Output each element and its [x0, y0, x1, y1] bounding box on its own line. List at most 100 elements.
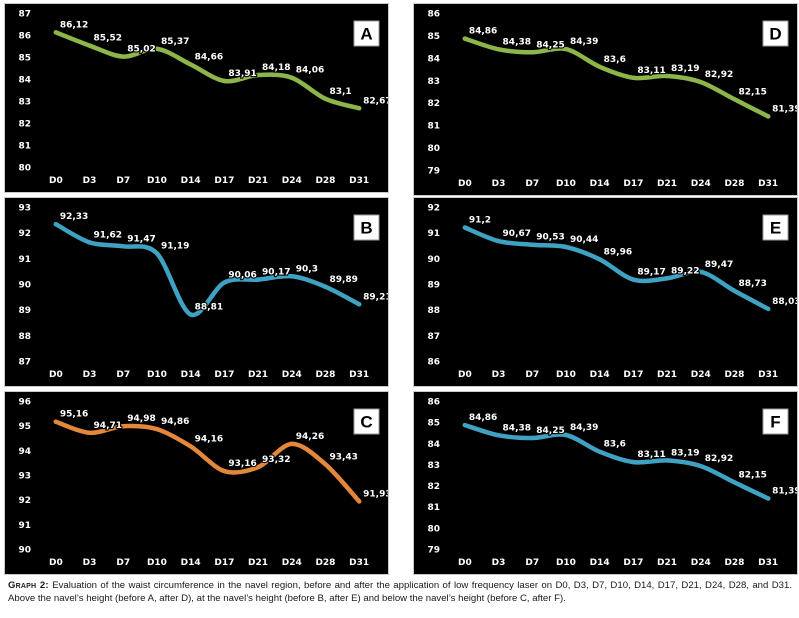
- y-tick-label: 84: [427, 440, 440, 450]
- x-tick-label: D3: [492, 179, 506, 189]
- series-line: [53, 221, 362, 317]
- data-label: 93,16: [228, 459, 256, 469]
- data-label: 85,02: [127, 45, 155, 55]
- x-tick-label: D31: [349, 176, 369, 186]
- data-label: 82,15: [738, 87, 766, 97]
- data-point: [496, 433, 501, 438]
- x-tick-label: D24: [691, 370, 711, 380]
- data-label: 84,06: [296, 66, 324, 76]
- chart-panel-b: 87 88 89 90 91 92 93 D0 D3 D7 D10 D14 D17 D21 D24 D28 D3…: [4, 197, 389, 387]
- x-tick-label: D28: [724, 558, 744, 568]
- x-tick-label: D3: [492, 370, 506, 380]
- x-tick-label: D14: [590, 370, 610, 380]
- x-tick-label: D7: [525, 558, 539, 568]
- y-tick-label: 88: [427, 306, 440, 316]
- y-tick-label: 91: [18, 521, 31, 531]
- y-tick-label: 86: [427, 10, 440, 20]
- data-label: 83,91: [228, 69, 256, 79]
- panel-letter: D: [769, 25, 781, 44]
- data-label: 83,11: [637, 450, 665, 460]
- data-point: [323, 462, 328, 467]
- data-point: [289, 75, 294, 80]
- data-label: 90,53: [536, 233, 564, 243]
- data-label: 84,25: [536, 40, 564, 50]
- data-point: [563, 432, 569, 438]
- x-tick-label: D10: [147, 176, 167, 186]
- data-point: [698, 463, 703, 469]
- x-tick-label: D28: [315, 558, 335, 568]
- data-label: 83,6: [604, 440, 626, 450]
- data-point: [121, 244, 126, 249]
- x-tick-label: D17: [214, 558, 234, 568]
- data-point: [496, 238, 501, 244]
- data-point: [664, 276, 670, 281]
- data-label: 81,39: [772, 486, 797, 496]
- y-tick-label: 96: [18, 398, 31, 408]
- data-label: 84,66: [195, 52, 223, 62]
- chart-f: 79 80 81 82 83 84 85 86 D0 D3 D7 D10 D14 D17 D21 D24 D28…: [427, 398, 797, 569]
- x-tick-label: D17: [214, 176, 234, 186]
- chart-d: 79 80 81 82 83 84 85 86 D0 D3 D7 D10 D14 D17 D21 D24 D28…: [427, 10, 797, 190]
- data-label: 93,43: [329, 452, 357, 462]
- y-tick-label: 85: [18, 54, 31, 64]
- x-tick-label: D17: [623, 370, 643, 380]
- data-label: 94,98: [127, 414, 155, 424]
- data-point: [698, 269, 703, 275]
- panel-letter: A: [360, 25, 372, 44]
- data-point: [222, 280, 227, 285]
- x-tick-label: D31: [758, 179, 778, 189]
- x-tick-label: D3: [83, 370, 97, 380]
- data-label: 84,38: [503, 423, 531, 433]
- data-label: 83,19: [671, 448, 699, 458]
- data-point: [121, 423, 126, 429]
- x-tick-label: D21: [248, 176, 268, 186]
- data-point: [154, 251, 160, 256]
- panel-letter-box: [762, 408, 789, 435]
- x-tick-label: D7: [116, 176, 130, 186]
- data-point: [765, 114, 771, 119]
- data-label: 82,15: [738, 470, 766, 480]
- y-tick-label: 83: [427, 461, 440, 471]
- x-tick-label: D0: [49, 558, 63, 568]
- data-label: 81,39: [772, 104, 797, 114]
- x-tick-label: D10: [556, 558, 576, 568]
- x-tick-label: D3: [83, 176, 97, 186]
- x-tick-label: D21: [657, 370, 677, 380]
- x-tick-label: D21: [248, 558, 268, 568]
- data-label: 85,52: [94, 34, 122, 44]
- data-label: 95,16: [60, 410, 88, 420]
- x-tick-label: D17: [623, 179, 643, 189]
- y-tick-label: 90: [18, 281, 31, 291]
- data-label: 89,17: [637, 268, 665, 278]
- y-tick-label: 94: [18, 447, 31, 457]
- data-label: 91,47: [127, 234, 155, 244]
- data-label: 83,1: [329, 87, 351, 97]
- data-label: 84,39: [570, 423, 598, 433]
- data-label: 94,16: [195, 434, 223, 444]
- data-label: 84,86: [469, 27, 497, 37]
- data-point: [356, 499, 362, 504]
- data-point: [631, 459, 636, 465]
- x-tick-label: D24: [691, 558, 711, 568]
- panel-letter-box: [353, 408, 380, 435]
- data-label: 86,12: [60, 20, 88, 30]
- x-tick-label: D3: [83, 558, 97, 568]
- data-point: [530, 435, 535, 441]
- panel-letter: B: [360, 219, 372, 238]
- data-label: 84,25: [536, 426, 564, 436]
- panel-letter: F: [770, 413, 780, 432]
- data-point: [188, 444, 193, 449]
- x-tick-label: D7: [525, 179, 539, 189]
- panel-letter-box: [353, 214, 380, 241]
- series-line: [53, 30, 362, 111]
- data-point: [530, 242, 535, 247]
- y-tick-label: 92: [427, 204, 440, 214]
- x-tick-label: D0: [49, 176, 63, 186]
- y-tick-label: 81: [427, 122, 440, 132]
- data-point: [121, 54, 126, 59]
- data-label: 89,96: [604, 247, 632, 257]
- x-tick-label: D7: [116, 558, 130, 568]
- data-point: [87, 240, 92, 245]
- data-point: [255, 72, 261, 78]
- y-tick-label: 80: [427, 144, 440, 154]
